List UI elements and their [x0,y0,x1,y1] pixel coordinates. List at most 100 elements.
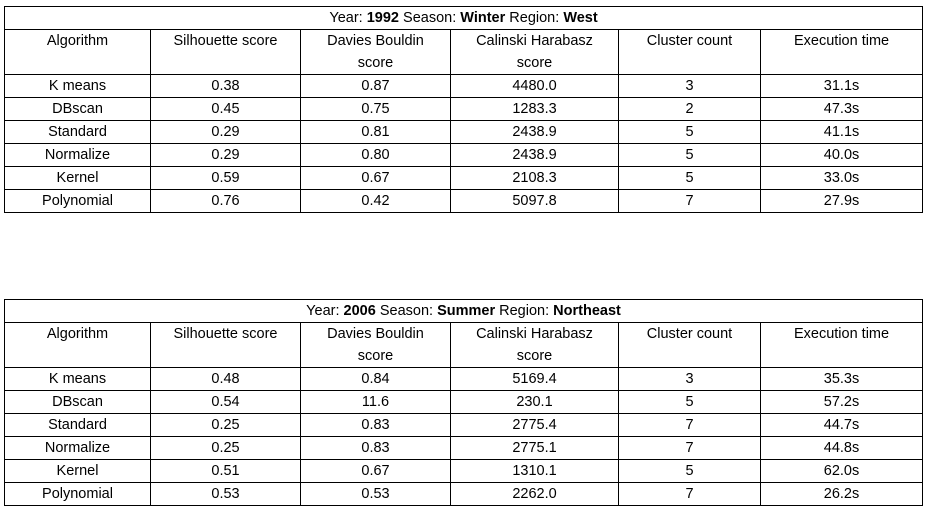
cell-execution-time: 57.2s [759,390,924,414]
cell-cluster-count: 5 [618,390,761,414]
cell-silhouette: 0.45 [150,97,301,121]
table-row: Normalize 0.29 0.80 2438.9 5 40.0s [4,143,924,167]
cell-silhouette: 0.59 [150,166,301,190]
cell-davies-bouldin: 0.42 [300,189,451,213]
cell-calinski-harabasz: 230.1 [450,390,619,414]
table-row: Kernel 0.51 0.67 1310.1 5 62.0s [4,459,924,483]
header-davies-bouldin-score: Davies Bouldin score [300,29,451,75]
cell-algorithm: K means [4,74,151,98]
season-label: Season: [403,10,457,26]
cell-execution-time: 31.1s [759,74,924,98]
cell-algorithm: Standard [4,413,151,437]
cell-silhouette: 0.25 [150,413,301,437]
header-algorithm: Algorithm [4,322,151,368]
cell-calinski-harabasz: 2775.1 [450,436,619,460]
cell-silhouette: 0.53 [150,482,301,506]
cell-calinski-harabasz: 2438.9 [450,120,619,144]
cell-cluster-count: 5 [618,143,761,167]
cell-algorithm: Standard [4,120,151,144]
cell-calinski-harabasz: 4480.0 [450,74,619,98]
cell-cluster-count: 7 [618,436,761,460]
cell-cluster-count: 7 [618,413,761,437]
cell-davies-bouldin: 0.67 [300,459,451,483]
header-calinski-harabasz-score: Calinski Harabasz score [450,322,619,368]
cell-cluster-count: 7 [618,189,761,213]
header-execution-time: Execution time [759,29,924,75]
cell-execution-time: 40.0s [759,143,924,167]
cell-cluster-count: 3 [618,74,761,98]
cell-davies-bouldin: 0.81 [300,120,451,144]
table-row: Normalize 0.25 0.83 2775.1 7 44.8s [4,436,924,460]
cell-davies-bouldin: 0.87 [300,74,451,98]
cell-cluster-count: 5 [618,120,761,144]
season-value: Summer [437,303,496,319]
season-label: Season: [379,303,434,319]
cell-silhouette: 0.76 [150,189,301,213]
cell-calinski-harabasz: 5097.8 [450,189,619,213]
region-label: Region: [509,10,560,26]
cell-execution-time: 44.7s [759,413,924,437]
table-title-row: Year: 1992 Season: Winter Region: West [3,6,924,30]
cell-silhouette: 0.51 [150,459,301,483]
cell-cluster-count: 7 [618,482,761,506]
table-row: Standard 0.25 0.83 2775.4 7 44.7s [4,413,924,437]
region-value: Northeast [553,303,621,319]
cell-algorithm: Polynomial [4,482,151,506]
table-row: K means 0.38 0.87 4480.0 3 31.1s [4,74,924,98]
table-row: DBscan 0.54 11.6 230.1 5 57.2s [4,390,924,414]
cell-execution-time: 35.3s [759,367,924,391]
cell-algorithm: Normalize [4,143,151,167]
year-label: Year: [306,303,340,319]
season-value: Winter [460,10,506,26]
header-calinski-harabasz-score: Calinski Harabasz score [450,29,619,75]
year-value: 1992 [366,10,399,26]
table-title: Year: 1992 Season: Winter Region: West [3,6,924,30]
header-algorithm: Algorithm [4,29,151,75]
cell-davies-bouldin: 0.67 [300,166,451,190]
header-cluster-count: Cluster count [618,29,761,75]
cell-silhouette: 0.48 [150,367,301,391]
cell-execution-time: 27.9s [759,189,924,213]
cell-execution-time: 44.8s [759,436,924,460]
table-row: Polynomial 0.53 0.53 2262.0 7 26.2s [4,482,924,506]
cell-calinski-harabasz: 1310.1 [450,459,619,483]
cell-davies-bouldin: 0.83 [300,413,451,437]
cell-algorithm: DBscan [4,97,151,121]
table-row: K means 0.48 0.84 5169.4 3 35.3s [4,367,924,391]
cell-silhouette: 0.29 [150,120,301,144]
table-title: Year: 2006 Season: Summer Region: Northe… [3,299,924,323]
cell-calinski-harabasz: 2108.3 [450,166,619,190]
cell-calinski-harabasz: 2775.4 [450,413,619,437]
results-table-2006-summer-northeast: Year: 2006 Season: Summer Region: Northe… [3,299,924,506]
cell-algorithm: Polynomial [4,189,151,213]
cell-algorithm: K means [4,367,151,391]
header-davies-bouldin-score: Davies Bouldin score [300,322,451,368]
cell-davies-bouldin: 0.75 [300,97,451,121]
cell-cluster-count: 5 [618,459,761,483]
cell-davies-bouldin: 0.83 [300,436,451,460]
cell-silhouette: 0.29 [150,143,301,167]
cell-execution-time: 33.0s [759,166,924,190]
cell-cluster-count: 2 [618,97,761,121]
cell-davies-bouldin: 0.84 [300,367,451,391]
cell-algorithm: Kernel [4,459,151,483]
cell-execution-time: 41.1s [759,120,924,144]
cell-calinski-harabasz: 5169.4 [450,367,619,391]
table-title-row: Year: 2006 Season: Summer Region: Northe… [3,299,924,323]
results-table-1992-winter-west: Year: 1992 Season: Winter Region: West A… [3,6,924,213]
table-row: Standard 0.29 0.81 2438.9 5 41.1s [4,120,924,144]
cell-calinski-harabasz: 2262.0 [450,482,619,506]
header-row: Algorithm Silhouette score Davies Bouldi… [4,322,924,368]
cell-silhouette: 0.54 [150,390,301,414]
cell-cluster-count: 5 [618,166,761,190]
cell-davies-bouldin: 0.53 [300,482,451,506]
cell-execution-time: 47.3s [759,97,924,121]
cell-silhouette: 0.25 [150,436,301,460]
year-value: 2006 [343,303,376,319]
year-label: Year: [329,10,363,26]
header-execution-time: Execution time [759,322,924,368]
cell-silhouette: 0.38 [150,74,301,98]
cell-execution-time: 62.0s [759,459,924,483]
cell-algorithm: DBscan [4,390,151,414]
header-row: Algorithm Silhouette score Davies Bouldi… [4,29,924,75]
